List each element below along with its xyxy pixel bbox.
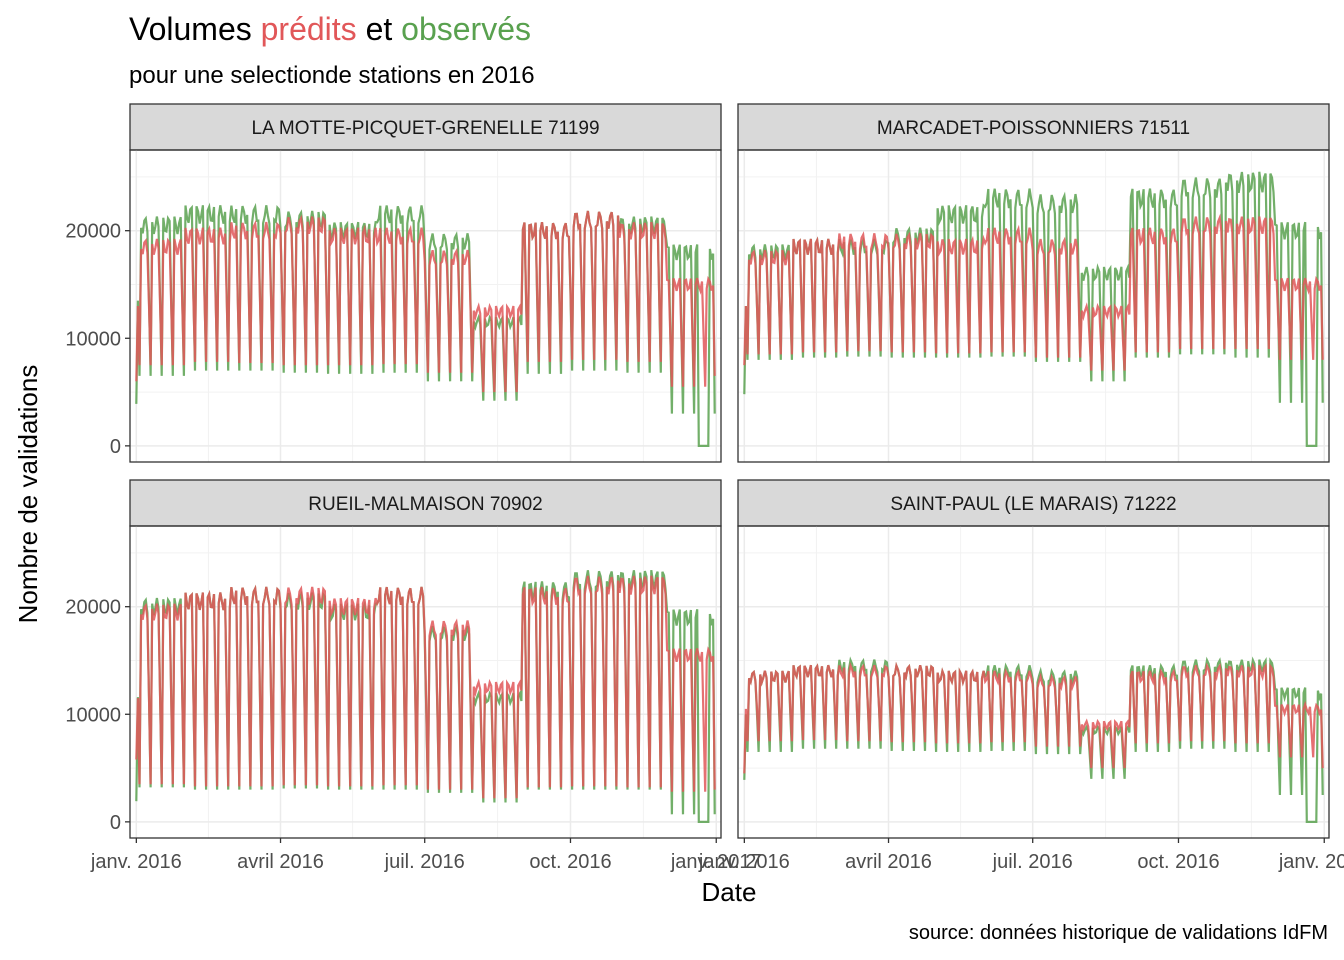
x-tick-label: janv. 2016 bbox=[698, 851, 790, 873]
title-part-3: et bbox=[357, 11, 401, 47]
facet-strip bbox=[737, 103, 1330, 151]
x-tick-label: avril 2016 bbox=[845, 851, 932, 873]
series-line-observed bbox=[743, 171, 1324, 447]
facet-strip bbox=[129, 103, 722, 151]
source-caption: source: données historique de validation… bbox=[909, 922, 1328, 944]
facet-panels: LA MOTTE-PICQUET-GRENELLE 71199 0 10000 200… bbox=[65, 103, 1344, 873]
x-tick-label: janv. 2017 bbox=[1278, 851, 1344, 873]
facet-panel: LA MOTTE-PICQUET-GRENELLE 71199 0 10000 200… bbox=[65, 103, 722, 463]
facet-strip-label: MARCADET-POISSONNIERS 71511 bbox=[877, 118, 1190, 139]
facet-strip-label: RUEIL-MALMAISON 70902 bbox=[308, 494, 542, 515]
chart-subtitle: pour une selectionde stations en 2016 bbox=[129, 62, 535, 89]
series-line-predicted bbox=[743, 213, 1324, 371]
facet-panel: RUEIL-MALMAISON 70902 0 10000 20000 janv. 20… bbox=[65, 479, 762, 873]
x-tick-label: juil. 2016 bbox=[384, 851, 465, 873]
facet-panel: SAINT-PAUL (LE MARAIS) 71222 janv. 2016 av… bbox=[698, 479, 1344, 873]
facet-strip-label: SAINT-PAUL (LE MARAIS) 71222 bbox=[890, 494, 1176, 515]
facet-strip bbox=[737, 479, 1330, 527]
x-tick-label: janv. 2017 bbox=[670, 851, 762, 873]
x-tick-label: janv. 2016 bbox=[90, 851, 182, 873]
series-line-predicted bbox=[743, 661, 1324, 774]
x-tick-label: avril 2016 bbox=[237, 851, 324, 873]
y-tick-label: 0 bbox=[110, 812, 121, 834]
facet-strip bbox=[129, 479, 722, 527]
x-axis-title: Date bbox=[702, 877, 757, 907]
panel-border bbox=[129, 149, 722, 463]
y-tick-label: 0 bbox=[110, 436, 121, 458]
panel-border bbox=[737, 149, 1330, 463]
x-tick-label: juil. 2016 bbox=[992, 851, 1073, 873]
series-line-predicted bbox=[135, 575, 716, 799]
y-tick-label: 10000 bbox=[65, 328, 121, 350]
series-line-predicted bbox=[135, 210, 716, 393]
y-tick-label: 20000 bbox=[65, 221, 121, 243]
y-tick-label: 10000 bbox=[65, 704, 121, 726]
x-tick-label: oct. 2016 bbox=[529, 851, 611, 873]
chart-title: Volumes prédits et observés bbox=[129, 11, 531, 47]
facet-panel: MARCADET-POISSONNIERS 71511 bbox=[737, 103, 1330, 463]
y-axis-title: Nombre de validations bbox=[13, 365, 43, 624]
title-predicted-word: prédits bbox=[261, 11, 357, 47]
title-part-1: Volumes bbox=[129, 11, 261, 47]
title-observed-word: observés bbox=[401, 11, 531, 47]
y-tick-label: 20000 bbox=[65, 597, 121, 619]
facet-strip-label: LA MOTTE-PICQUET-GRENELLE 71199 bbox=[251, 118, 599, 139]
x-tick-label: oct. 2016 bbox=[1137, 851, 1219, 873]
panel-border bbox=[737, 525, 1330, 839]
panel-border bbox=[129, 525, 722, 839]
